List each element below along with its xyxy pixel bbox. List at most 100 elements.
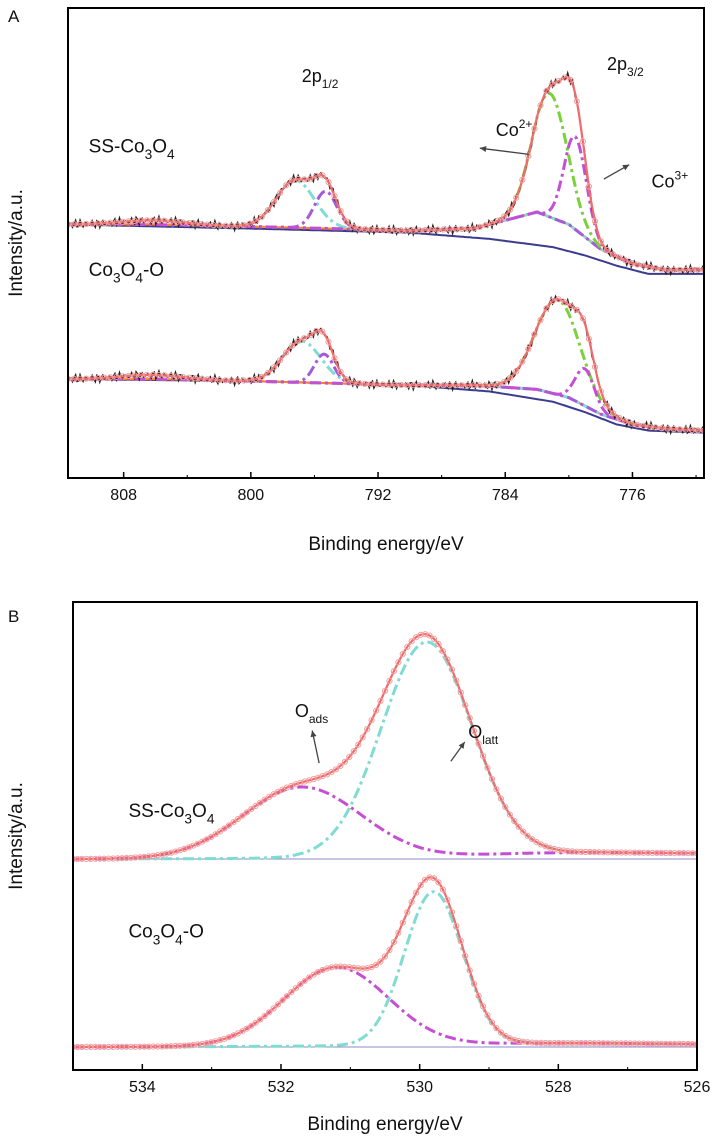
envelope-marker: [373, 381, 380, 388]
envelope-marker: [676, 426, 683, 433]
x-tick-label: 784: [492, 487, 519, 504]
envelope-marker: [569, 1040, 576, 1047]
envelope-marker: [301, 176, 308, 183]
envelope-marker: [77, 375, 84, 382]
envelope-marker: [573, 1040, 580, 1047]
envelope-marker: [694, 266, 702, 273]
envelope-marker: [417, 631, 424, 638]
envelope-marker: [377, 697, 384, 705]
envelope-marker: [119, 218, 126, 225]
envelope-marker: [337, 963, 344, 970]
envelope-marker: [631, 1040, 638, 1047]
envelope-marker: [631, 849, 638, 856]
envelope-marker: [515, 1037, 522, 1045]
envelope-marker: [595, 1040, 603, 1047]
envelope-marker: [543, 87, 550, 95]
envelope-marker: [428, 226, 435, 233]
envelope-marker: [466, 967, 473, 974]
envelope-marker: [379, 381, 387, 388]
envelope-marker: [613, 849, 620, 856]
envelope-marker: [101, 1043, 108, 1051]
envelope-marker: [475, 740, 482, 747]
series-label: Co3O4-O: [128, 922, 203, 948]
envelope-marker: [604, 246, 611, 254]
envelope-marker: [367, 381, 374, 388]
envelope-marker: [386, 677, 393, 685]
envelope-marker: [448, 909, 455, 916]
envelope-marker: [480, 1003, 487, 1010]
envelope-marker: [475, 992, 482, 1000]
envelope-marker: [664, 425, 671, 432]
envelope-marker: [364, 726, 371, 733]
envelope-marker: [274, 1001, 282, 1008]
envelope-marker: [417, 882, 424, 889]
envelope-marker: [313, 328, 320, 335]
envelope-marker: [667, 849, 674, 857]
envelope-marker: [640, 1040, 647, 1047]
envelope-marker: [644, 849, 652, 856]
envelope-marker: [671, 850, 678, 857]
envelope-marker: [176, 1042, 184, 1049]
annotation-arrowhead: [310, 730, 317, 738]
envelope-marker: [628, 420, 635, 427]
envelope-marker: [307, 175, 314, 182]
envelope-marker: [95, 375, 102, 382]
envelope-marker: [520, 828, 527, 835]
envelope-marker: [198, 221, 205, 228]
envelope-marker: [78, 855, 86, 863]
envelope-marker: [520, 1038, 527, 1045]
envelope-marker: [264, 207, 271, 214]
envelope-marker: [604, 1040, 612, 1047]
envelope-marker: [240, 222, 247, 229]
envelope-marker: [408, 638, 415, 645]
envelope-marker: [350, 748, 357, 755]
envelope-marker: [150, 852, 157, 859]
envelope-marker: [87, 855, 94, 863]
envelope-marker: [355, 741, 362, 748]
envelope-marker: [444, 656, 451, 663]
envelope-marker: [430, 635, 438, 643]
envelope-marker: [234, 222, 241, 229]
envelope-marker: [399, 650, 406, 658]
envelope-line: [68, 75, 704, 271]
envelope-marker: [470, 382, 477, 389]
envelope-marker: [332, 766, 340, 773]
envelope-marker: [693, 850, 697, 857]
envelope-marker: [210, 221, 217, 229]
envelope-marker: [118, 855, 126, 862]
envelope-marker: [74, 1043, 81, 1051]
envelope-marker: [515, 823, 522, 830]
envelope-marker: [301, 977, 308, 984]
envelope-marker: [114, 855, 121, 862]
panel-a: A SS-Co3O4 Co3O4-O 2p1/2 2p3/2 Co2+ Co3+ 808 800…: [6, 7, 705, 555]
envelope-marker: [185, 1042, 192, 1049]
series-label: Co3O4-O: [89, 260, 164, 286]
envelope-marker: [141, 1043, 148, 1050]
envelope-marker: [107, 374, 114, 381]
envelope-marker: [228, 222, 235, 229]
envelope-marker: [507, 374, 514, 381]
envelope-marker: [252, 375, 259, 383]
envelope-marker: [564, 1040, 571, 1047]
envelope-marker: [476, 382, 483, 389]
envelope-marker: [586, 848, 594, 856]
envelope-marker: [591, 1040, 598, 1047]
envelope-marker: [688, 266, 696, 273]
envelope-marker: [519, 358, 526, 365]
envelope-marker: [555, 296, 562, 303]
envelope-marker: [622, 849, 629, 856]
envelope-marker: [331, 355, 338, 362]
envelope-marker: [398, 381, 405, 389]
envelope-marker: [186, 220, 193, 227]
envelope-marker: [257, 799, 264, 806]
envelope-marker: [266, 1009, 273, 1016]
envelope-marker: [343, 376, 350, 383]
envelope-marker: [364, 965, 371, 972]
envelope-marker: [680, 1040, 687, 1048]
envelope-marker: [359, 965, 366, 972]
envelope-marker: [501, 213, 508, 220]
envelope-marker: [662, 849, 669, 857]
x-axis-label: Binding energy/eV: [307, 1114, 463, 1135]
envelope-marker: [359, 734, 366, 741]
envelope-marker: [604, 402, 611, 409]
